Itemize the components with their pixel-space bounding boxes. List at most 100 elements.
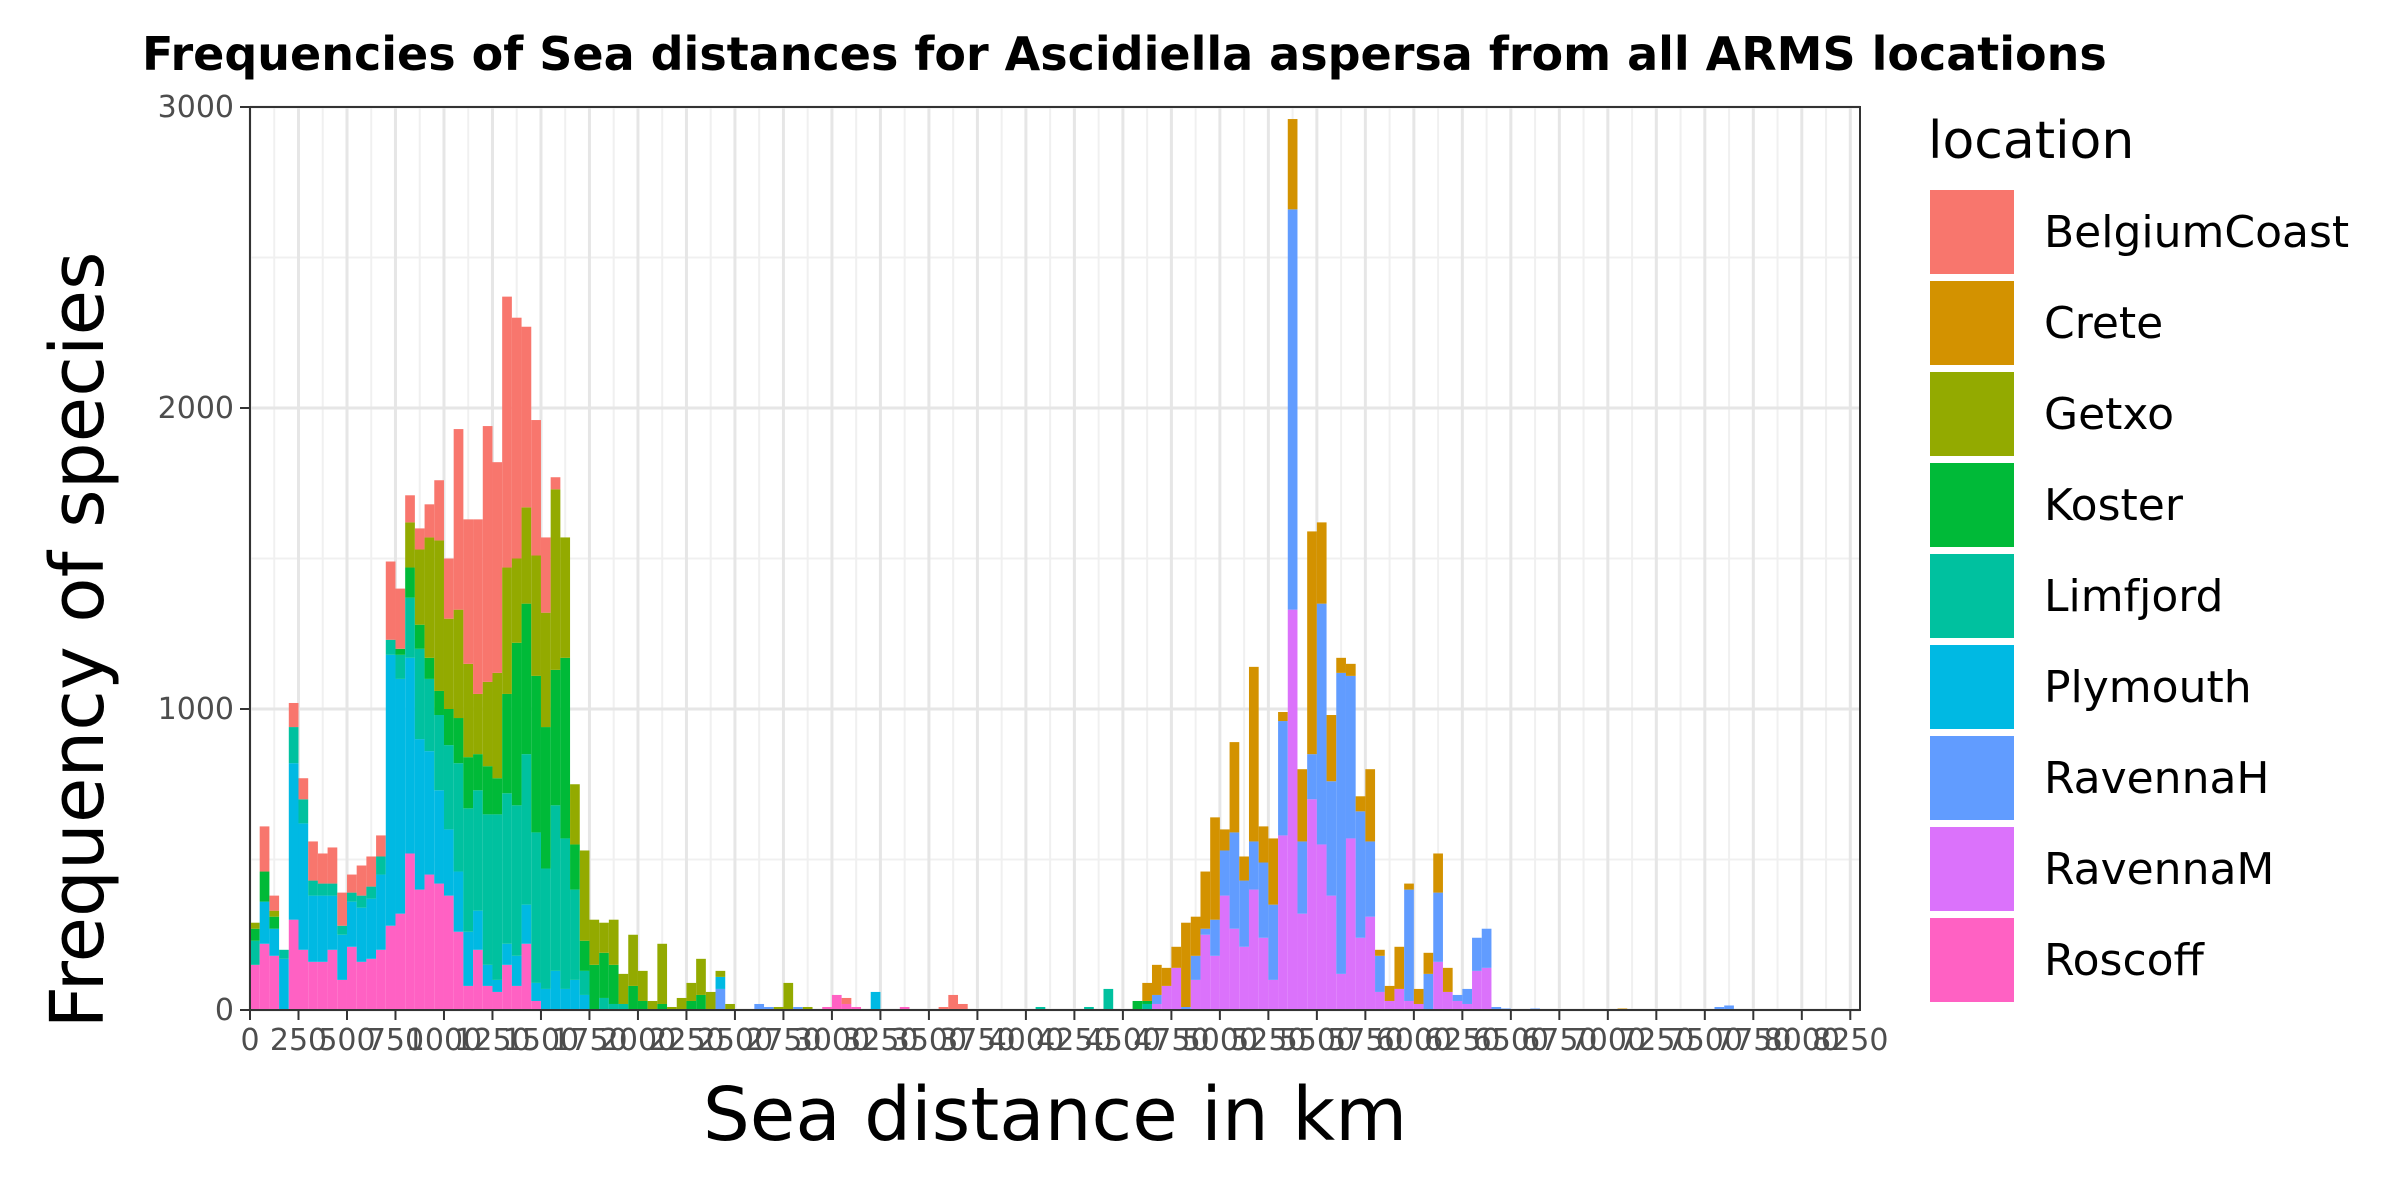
legend-key-crete [1930,281,2014,365]
bar-segment-belgiumcoast [550,477,561,490]
bar-segment-limfjord [376,856,386,875]
x-tick-label: 5500 [1279,1023,1355,1058]
x-tick-label: 250 [270,1023,327,1058]
bar-segment-plymouth [473,910,483,950]
x-axis: 0 250500750100012501500175020002250250027… [240,1010,1888,1058]
bar-segment-ravennah [1714,1006,1725,1010]
bar-segment-roscoff [317,961,328,1010]
bar-segment-limfjord [356,895,367,908]
bar-segment-ravennam [1462,1003,1473,1010]
bar-segment-roscoff [337,979,347,1010]
x-tick-label: 4000 [988,1023,1064,1058]
bar-segment-crete [1375,949,1385,956]
bar-segment-koster [395,648,406,655]
bar-segment-limfjord [463,808,474,932]
x-axis-title: Sea distance in km [703,1072,1407,1158]
bar-segment-ravennah [1462,988,1473,1004]
legend-label-getxo: Getxo [2044,389,2174,440]
bar-segment-koster [550,669,561,806]
bar-segment-crete [1161,967,1172,986]
bar-segment-limfjord [337,925,347,935]
bar-segment-limfjord [414,648,425,740]
bar-segment-koster [492,778,503,815]
bar-segment-roscoff [531,1000,541,1010]
bar-segment-limfjord [492,814,503,980]
bar-segment-ravennam [1287,609,1298,1010]
bar-segment-koster [608,964,619,1004]
bar-segment-ravennah [793,1006,803,1010]
y-axis-title: Frequency of species [35,251,121,1028]
bar-segment-belgiumcoast [453,429,464,610]
bar-segment-belgiumcoast [482,426,493,682]
bar-segment-ravennah [1375,955,1385,992]
bar-segment-plymouth [405,657,415,854]
legend-label-belgiumcoast: BelgiumCoast [2044,207,2349,258]
bar-segment-belgiumcoast [492,462,503,673]
bar-segment-koster [1132,1000,1143,1010]
legend-key-plymouth [1930,645,2014,729]
bar-segment-plymouth [550,970,561,1010]
bar-segment-ravennah [1278,721,1288,836]
bar-segment-belgiumcoast [269,895,280,911]
bar-segment-plymouth [288,763,299,920]
bar-segment-roscoff [288,919,299,1010]
bar-segment-koster [589,964,600,1010]
x-tick-label: 4250 [1036,1023,1112,1058]
bar-segment-ravennam [1278,835,1288,1010]
legend-key-koster [1930,463,2014,547]
bar-segment-roscoff [405,853,415,1010]
bar-segment-crete [1287,119,1298,210]
legend: location BelgiumCoast Crete Getxo Koster Lim… [1928,111,2349,1002]
bar-segment-roscoff [502,964,512,1010]
bar-segment-roscoff [521,943,532,1010]
bar-segment-ravennam [1239,946,1249,1010]
bar-segment-belgiumcoast [308,841,318,881]
bar-segment-limfjord [346,892,357,902]
bar-segment-plymouth [308,895,318,962]
bar-segment-koster [434,690,444,716]
bar-segment-ravennam [1345,838,1356,1010]
bar-segment-ravennam [1219,895,1230,1010]
bar-segment-limfjord [502,793,512,944]
bar-segment-plymouth [521,904,532,944]
bar-segment-limfjord [531,832,541,983]
bar-segment-crete [1316,522,1327,604]
bar-segment-koster [628,985,638,1010]
bar-segment-getxo [705,991,716,1010]
bar-segment-plymouth [424,751,435,875]
bar-segment-ravennam [1171,967,1182,1010]
x-tick-label: 1250 [454,1023,530,1058]
bar-segment-ravennah [764,1006,774,1010]
bar-segment-belgiumcoast [511,317,522,559]
bar-segment-ravennah [1336,672,1346,974]
bar-segment-crete [1219,829,1230,851]
bar-segment-ravennam [1375,991,1385,1010]
bar-segment-limfjord [608,1003,619,1010]
bar-segment-plymouth [327,895,338,950]
bar-segment-getxo [414,549,425,625]
bar-segment-crete [1268,838,1279,905]
bar-segment-getxo [589,919,600,965]
bar-segment-plymouth [870,991,881,1010]
bar-segment-koster [250,928,260,941]
bar-segment-plymouth [346,901,357,947]
bar-segment-getxo [511,558,522,643]
bar-segment-crete [1171,946,1182,968]
bar-segment-limfjord [424,678,435,752]
bar-segment-ravennah [1258,862,1269,938]
bar-segment-plymouth [414,739,425,890]
bar-segment-limfjord [327,883,338,896]
bar-segment-roscoff [492,991,503,1010]
bar-segment-ravennah [1472,937,1482,971]
bar-segment-ravennam [1355,937,1366,1010]
bar-segment-ravennam [1190,979,1201,1010]
bar-segment-limfjord [521,754,532,905]
bar-segment-ravennah [1219,850,1230,896]
y-tick-label: 3000 [158,90,234,125]
bar-segment-ravennam [1248,889,1259,1010]
bar-segment-koster [473,754,483,791]
x-tick-label: 6000 [1376,1023,1452,1058]
bar-segment-ravennam [1200,934,1211,1010]
bar-segment-plymouth [579,994,590,1010]
bar-segment-getxo [628,934,638,986]
